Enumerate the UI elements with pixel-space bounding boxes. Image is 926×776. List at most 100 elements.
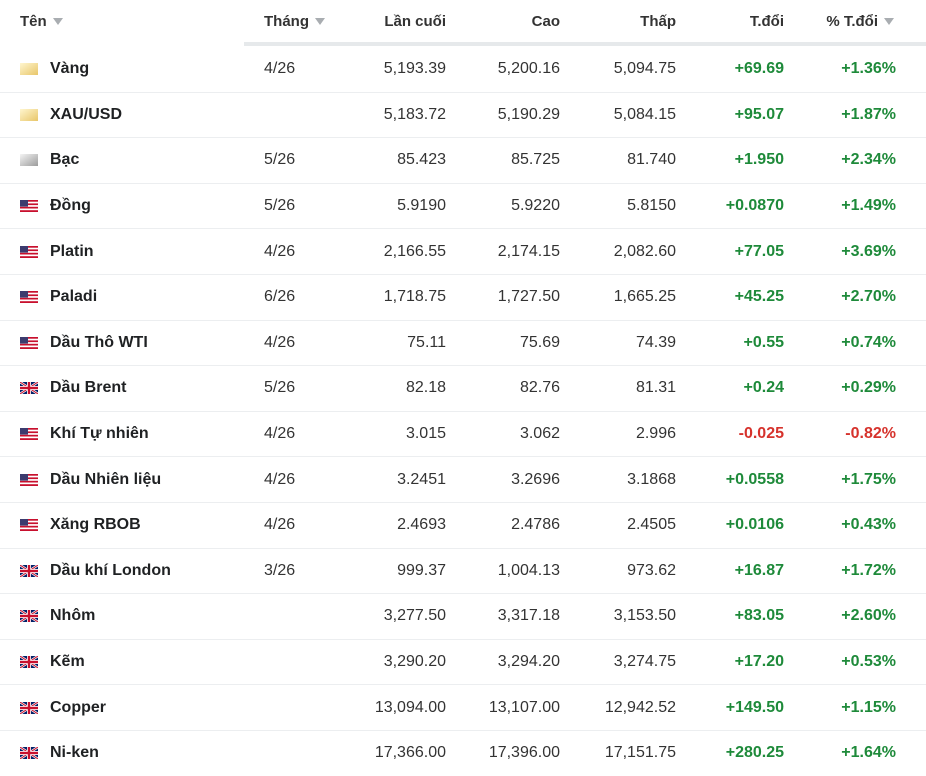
high-price-cell: 2.4786 xyxy=(511,516,560,534)
commodity-name-cell[interactable]: Copper xyxy=(20,699,106,717)
commodity-name-cell[interactable]: Kẽm xyxy=(20,653,85,671)
commodity-name[interactable]: Kẽm xyxy=(50,653,85,671)
low-price-cell: 5,084.15 xyxy=(613,105,676,123)
change-cell: +45.25 xyxy=(734,288,784,306)
table-row[interactable]: Nhôm 3,277.50 3,317.18 3,153.50 +83.05 +… xyxy=(0,593,926,639)
high-price-cell: 1,727.50 xyxy=(497,288,560,306)
commodity-name[interactable]: Bạc xyxy=(50,151,80,169)
change-cell: +149.50 xyxy=(725,698,784,716)
table-row[interactable]: Ni-ken 17,366.00 17,396.00 17,151.75 +28… xyxy=(0,729,926,776)
col-header-last[interactable]: Lần cuối xyxy=(384,13,446,30)
last-price-cell: 85.423 xyxy=(397,151,446,169)
commodity-name[interactable]: Vàng xyxy=(50,59,90,77)
commodity-name[interactable]: Paladi xyxy=(50,288,98,306)
change-cell: +0.24 xyxy=(743,379,784,397)
change-cell: +0.0870 xyxy=(725,197,784,215)
commodity-name[interactable]: Dầu khí London xyxy=(50,561,171,579)
month-cell: 4/26 xyxy=(264,470,296,488)
table-row[interactable]: Đồng 5/26 5.9190 5.9220 5.8150 +0.0870 +… xyxy=(0,182,926,229)
change-cell: +280.25 xyxy=(725,744,784,762)
table-row[interactable]: XAU/USD 5,183.72 5,190.29 5,084.15 +95.0… xyxy=(0,91,926,138)
month-cell: 4/26 xyxy=(264,59,296,77)
commodity-name[interactable]: Khí Tự nhiên xyxy=(50,425,149,443)
col-header-high-label: Cao xyxy=(531,13,560,30)
last-price-cell: 3.015 xyxy=(405,425,446,443)
commodity-name-cell[interactable]: Platin xyxy=(20,243,94,261)
commodity-name[interactable]: Dầu Nhiên liệu xyxy=(50,470,162,488)
pct-change-cell: +1.36% xyxy=(841,59,896,77)
col-header-low[interactable]: Thấp xyxy=(640,13,676,30)
table-row[interactable]: Khí Tự nhiên 4/26 3.015 3.062 2.996 -0.0… xyxy=(0,410,926,457)
commodity-name-cell[interactable]: Dầu Nhiên liệu xyxy=(20,471,161,489)
last-price-cell: 2.4693 xyxy=(397,516,446,534)
uk-flag-icon xyxy=(20,747,38,760)
col-header-name[interactable]: Tên xyxy=(20,13,63,30)
sort-caret-icon xyxy=(315,18,325,25)
last-price-cell: 17,366.00 xyxy=(374,744,446,762)
commodity-name-cell[interactable]: Dầu Brent xyxy=(20,379,126,397)
commodity-name-cell[interactable]: Dầu khí London xyxy=(20,562,171,580)
commodity-name-cell[interactable]: Đồng xyxy=(20,197,91,215)
col-header-pct-change[interactable]: % T.đổi xyxy=(826,13,894,30)
col-header-pct-change-label: % T.đổi xyxy=(826,13,878,30)
commodity-name-cell[interactable]: Dầu Thô WTI xyxy=(20,334,148,352)
pct-change-cell: +1.87% xyxy=(841,105,896,123)
table-row[interactable]: Dầu Nhiên liệu 4/26 3.2451 3.2696 3.1868… xyxy=(0,456,926,502)
pct-change-cell: +1.75% xyxy=(841,470,896,488)
high-price-cell: 82.76 xyxy=(519,379,560,397)
last-price-cell: 82.18 xyxy=(405,379,446,397)
col-header-high[interactable]: Cao xyxy=(532,13,560,30)
col-header-month[interactable]: Tháng xyxy=(264,13,325,30)
high-price-cell: 75.69 xyxy=(519,333,560,351)
us-flag-icon xyxy=(20,428,38,441)
uk-flag-icon xyxy=(20,656,38,669)
table-header: Tên Tháng Lần cuối Cao Thấp T.đổi % T.đổ… xyxy=(0,0,926,46)
change-cell: +1.950 xyxy=(734,151,784,169)
commodity-name-cell[interactable]: Xăng RBOB xyxy=(20,516,141,534)
low-price-cell: 3,274.75 xyxy=(613,653,676,671)
low-price-cell: 5,094.75 xyxy=(613,59,676,77)
pct-change-cell: +1.72% xyxy=(841,561,896,579)
month-cell: 3/26 xyxy=(264,561,296,579)
pct-change-cell: +2.34% xyxy=(841,151,896,169)
low-price-cell: 12,942.52 xyxy=(604,698,676,716)
last-price-cell: 5.9190 xyxy=(397,197,446,215)
gold-icon xyxy=(20,108,38,121)
table-row[interactable]: Paladi 6/26 1,718.75 1,727.50 1,665.25 +… xyxy=(0,273,926,320)
pct-change-cell: +0.74% xyxy=(841,333,896,351)
commodity-name-cell[interactable]: XAU/USD xyxy=(20,106,122,124)
low-price-cell: 17,151.75 xyxy=(604,744,676,762)
commodity-name[interactable]: Ni-ken xyxy=(50,744,99,762)
high-price-cell: 13,107.00 xyxy=(488,698,560,716)
table-row[interactable]: Platin 4/26 2,166.55 2,174.15 2,082.60 +… xyxy=(0,228,926,274)
commodity-name[interactable]: Đồng xyxy=(50,197,91,215)
commodity-name[interactable]: Platin xyxy=(50,242,94,260)
commodity-name[interactable]: Nhôm xyxy=(50,607,96,625)
high-price-cell: 5,200.16 xyxy=(497,59,560,77)
table-row[interactable]: Dầu Thô WTI 4/26 75.11 75.69 74.39 +0.55… xyxy=(0,319,926,366)
commodity-name[interactable]: Xăng RBOB xyxy=(50,516,141,534)
table-row[interactable]: Kẽm 3,290.20 3,294.20 3,274.75 +17.20 +0… xyxy=(0,638,926,685)
last-price-cell: 5,193.39 xyxy=(383,59,446,77)
commodity-name[interactable]: Dầu Brent xyxy=(50,379,127,397)
change-cell: +69.69 xyxy=(734,59,784,77)
table-row[interactable]: Copper 13,094.00 13,107.00 12,942.52 +14… xyxy=(0,684,926,730)
commodity-name-cell[interactable]: Nhôm xyxy=(20,607,95,625)
last-price-cell: 2,166.55 xyxy=(383,242,446,260)
commodity-name-cell[interactable]: Vàng xyxy=(20,60,89,78)
table-row[interactable]: Dầu Brent 5/26 82.18 82.76 81.31 +0.24 +… xyxy=(0,365,926,411)
last-price-cell: 999.37 xyxy=(397,561,446,579)
table-row[interactable]: Xăng RBOB 4/26 2.4693 2.4786 2.4505 +0.0… xyxy=(0,501,926,548)
col-header-change[interactable]: T.đổi xyxy=(750,13,784,30)
commodity-name-cell[interactable]: Ni-ken xyxy=(20,744,99,762)
table-row[interactable]: Dầu khí London 3/26 999.37 1,004.13 973.… xyxy=(0,547,926,594)
gold-icon xyxy=(20,62,38,75)
commodity-name[interactable]: Copper xyxy=(50,698,106,716)
table-row[interactable]: Bạc 5/26 85.423 85.725 81.740 +1.950 +2.… xyxy=(0,137,926,183)
commodity-name-cell[interactable]: Paladi xyxy=(20,288,97,306)
commodity-name[interactable]: XAU/USD xyxy=(50,105,123,123)
commodity-name-cell[interactable]: Khí Tự nhiên xyxy=(20,425,149,443)
table-row[interactable]: Vàng 4/26 5,193.39 5,200.16 5,094.75 +69… xyxy=(0,46,926,92)
commodity-name-cell[interactable]: Bạc xyxy=(20,151,79,169)
commodity-name[interactable]: Dầu Thô WTI xyxy=(50,333,148,351)
